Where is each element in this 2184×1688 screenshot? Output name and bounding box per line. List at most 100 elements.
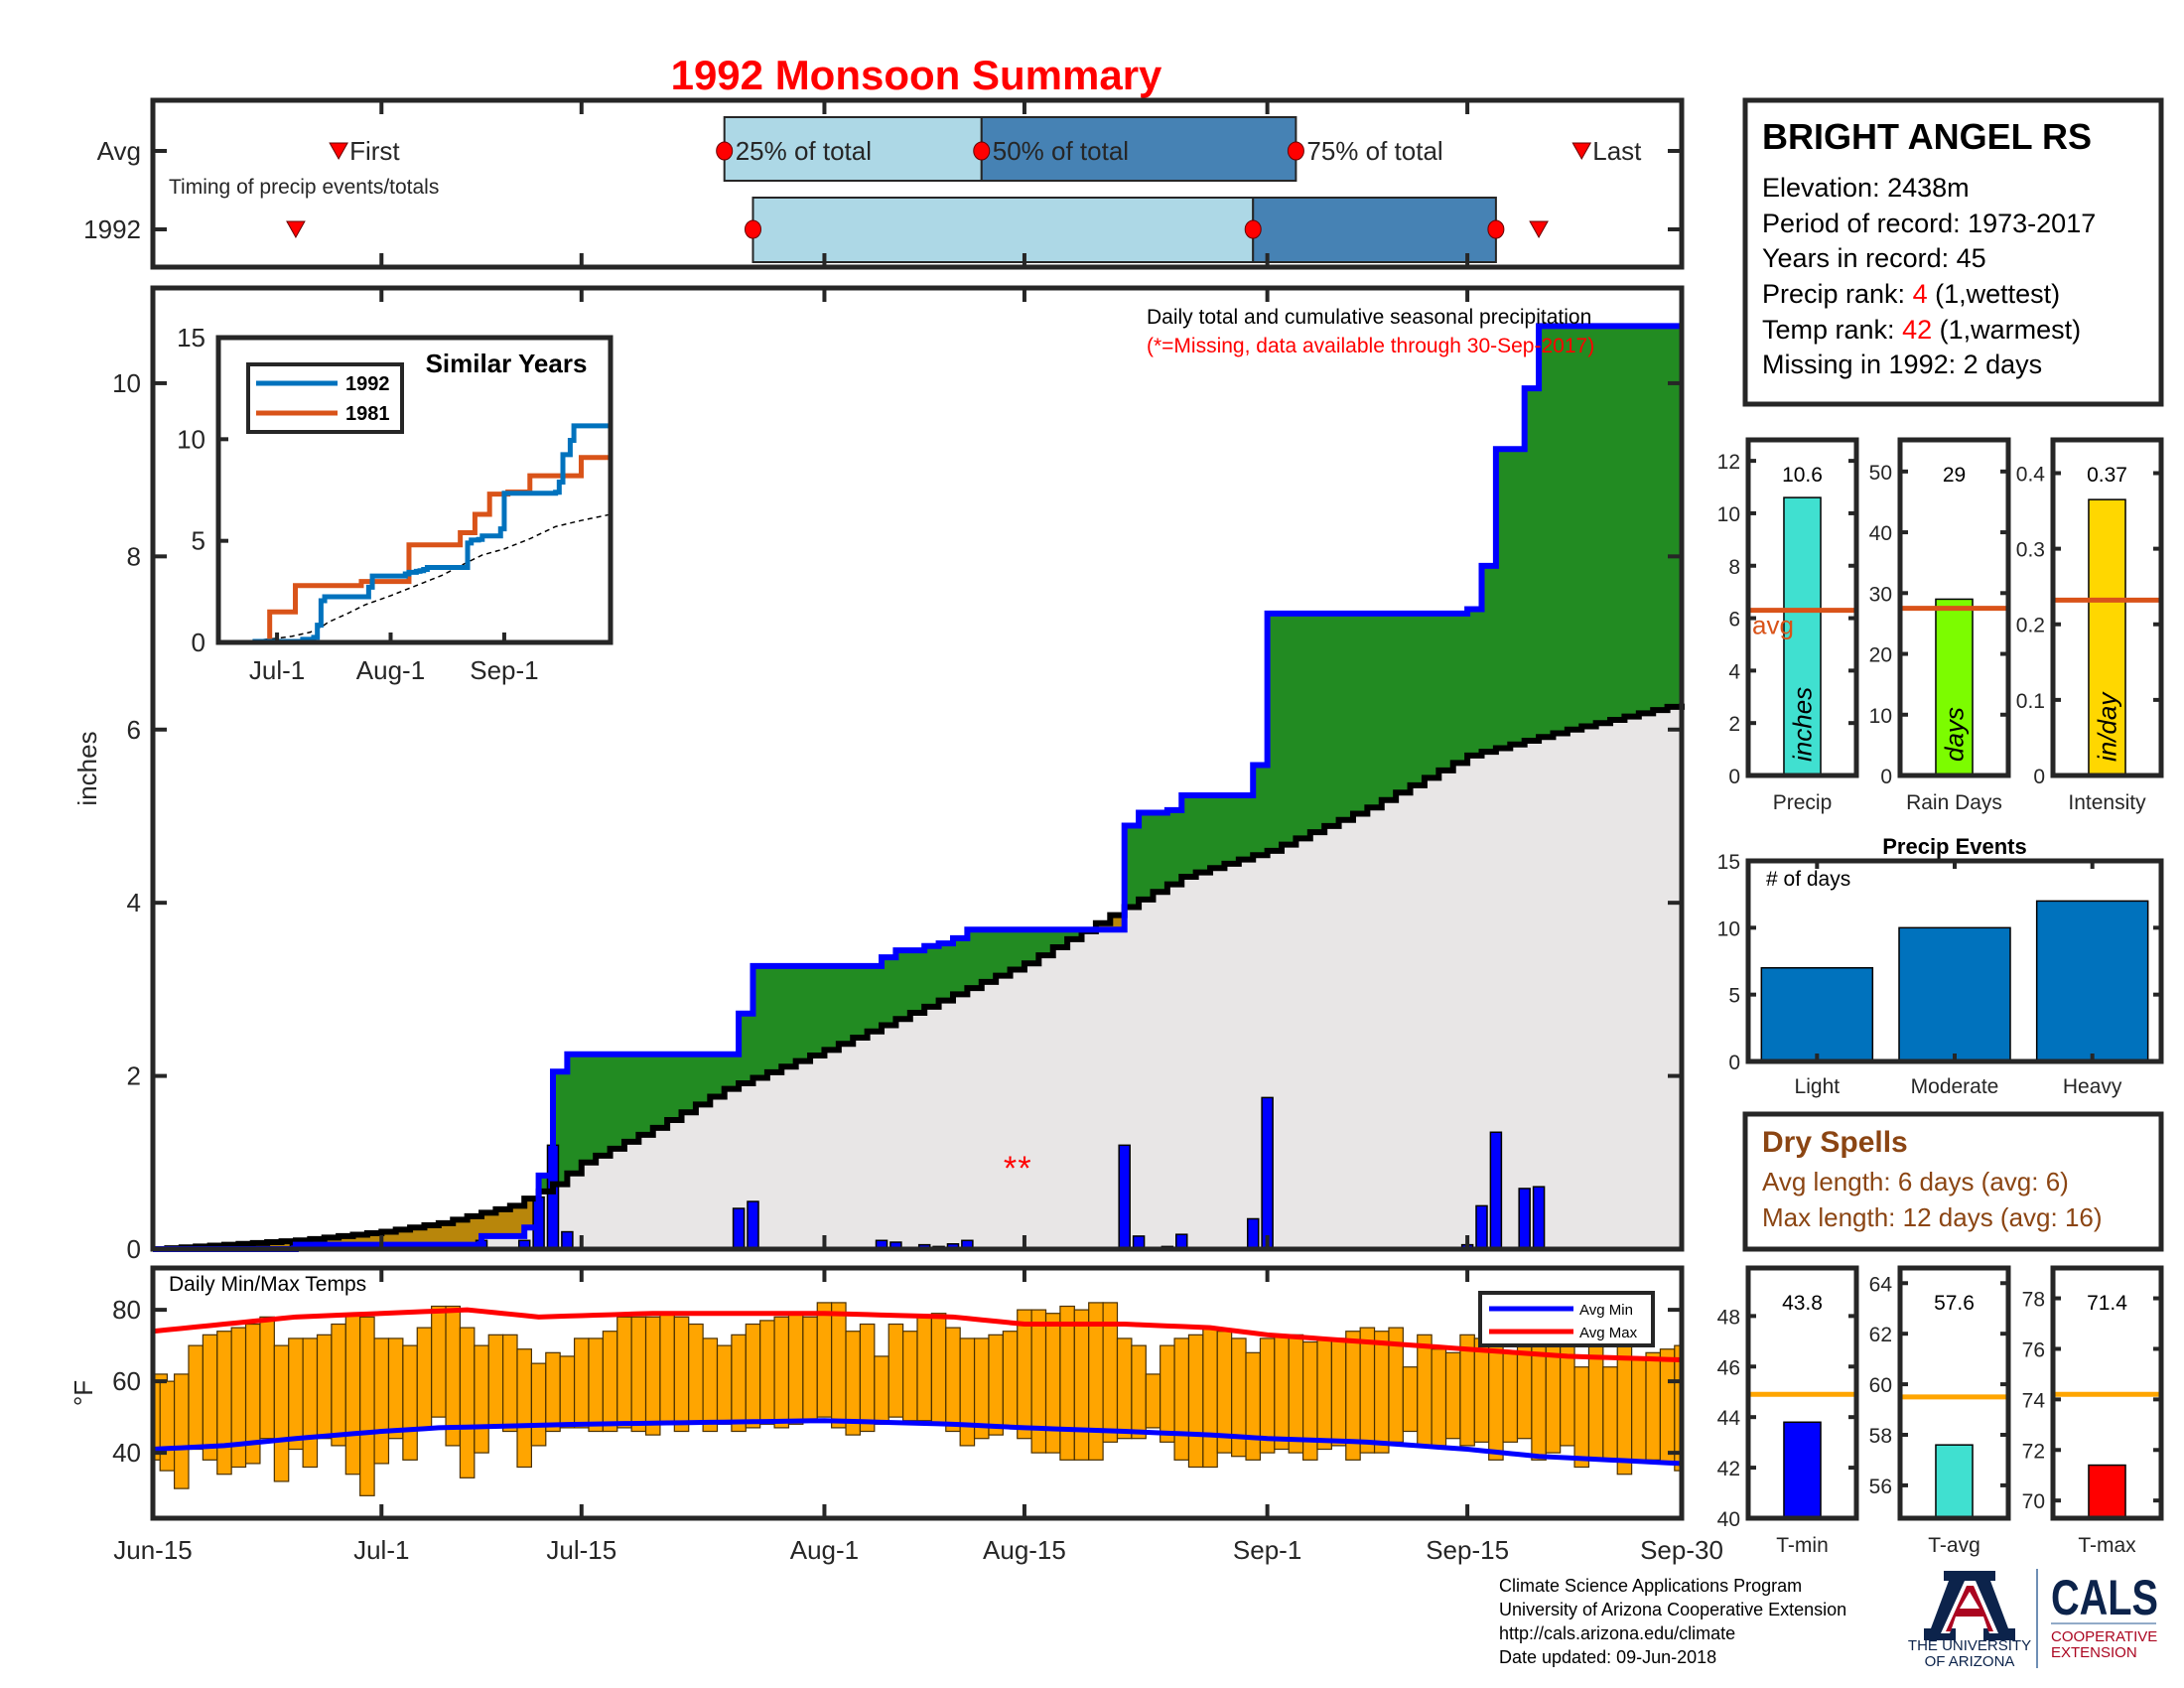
avg-min-line	[152, 1418, 1683, 1467]
daily-temp-bar	[874, 1355, 889, 1425]
precip-event-category: Heavy	[2063, 1075, 2122, 1098]
daily-temp-bar	[288, 1337, 304, 1451]
precip-total-frame	[1745, 437, 1859, 778]
precip-total-value: 10.6	[1782, 464, 1823, 487]
intensity-category-label: Intensity	[2068, 791, 2146, 814]
footer-url[interactable]: http://cals.arizona.edu/climate	[1499, 1623, 1735, 1643]
daily-temp-bar	[1444, 1351, 1461, 1440]
timing-panel-frame	[150, 97, 1685, 270]
y-tick-label: 10	[1869, 705, 1892, 728]
footer-program: Climate Science Applications Program	[1499, 1576, 1802, 1596]
daily-temp-bar	[916, 1316, 932, 1422]
timing-row-label-avg: Avg	[97, 136, 141, 166]
daily-temp-bar	[530, 1362, 547, 1447]
circle-marker-icon	[1487, 219, 1505, 239]
inset-y-tick-label: 0	[192, 628, 205, 657]
y-tick-label: 0.3	[2016, 539, 2045, 562]
y-tick-label: 46	[1717, 1356, 1740, 1379]
t-avg-bar	[1935, 1444, 1974, 1519]
rain-days-value: 29	[1943, 464, 1966, 487]
daily-temp-bar	[945, 1327, 961, 1433]
precip-events-title: Precip Events	[1882, 834, 2027, 859]
daily-temp-bar	[416, 1327, 433, 1429]
missing-data-note: (*=Missing, data available through 30-Se…	[1147, 335, 1594, 357]
daily-temp-bar	[445, 1305, 462, 1447]
daily-temp-bar	[659, 1313, 675, 1425]
y-tick-label: 56	[1869, 1476, 1892, 1498]
y-tick-label: 78	[2022, 1289, 2045, 1312]
x-tick-label: Aug-1	[790, 1535, 859, 1565]
temperature-legend	[1478, 1291, 1655, 1347]
daily-temp-bar	[487, 1334, 504, 1429]
y-tick-label: 15	[1717, 851, 1740, 874]
daily-precip-bar	[1518, 1188, 1531, 1250]
daily-temp-bar	[831, 1302, 847, 1429]
x-tick-label: Jul-15	[546, 1535, 616, 1565]
daily-temp-bar	[1145, 1373, 1161, 1429]
daily-temp-bar	[1330, 1337, 1347, 1447]
daily-temp-bar	[859, 1323, 876, 1433]
daily-temp-bar	[387, 1337, 404, 1440]
t-min-frame	[1745, 1265, 1859, 1521]
footer: Climate Science Applications Program Uni…	[1499, 1576, 1846, 1667]
page-title: 1992 Monsoon Summary	[671, 52, 1162, 98]
block-a-counter	[1960, 1592, 1979, 1609]
temp-rank-label: Temp rank:	[1762, 315, 1902, 345]
daily-temp-bar	[1402, 1366, 1419, 1433]
t-avg-frame	[1897, 1265, 2011, 1521]
avg-dashed-line	[217, 513, 612, 643]
logo-university-line1: THE UNIVERSITY	[1908, 1637, 2031, 1654]
series-1981-line	[218, 455, 611, 645]
y-tick-label: 8	[1728, 556, 1740, 579]
daily-temp-bar	[1030, 1309, 1047, 1454]
intensity-bar	[2088, 498, 2126, 776]
daily-temp-bar	[988, 1334, 1004, 1436]
inset-legend	[246, 362, 404, 434]
daily-temp-bar	[373, 1337, 390, 1465]
temperature-chart-marks: 40 60 80	[112, 1295, 1683, 1496]
triangle-marker-icon	[286, 220, 306, 239]
daily-temp-bar	[602, 1331, 618, 1433]
cumulative-1992-line	[153, 323, 1682, 1252]
rain-days-bar	[1935, 598, 1974, 776]
precip-total-category-label: Precip	[1773, 791, 1833, 814]
y-tick-label: 62	[1869, 1324, 1892, 1346]
inset-x-tick-label: Aug-1	[356, 655, 425, 685]
precip-events-frame	[1745, 858, 2164, 1064]
missing-days: Missing in 1992: 2 days	[1762, 350, 2042, 379]
y-tick-label: 76	[2022, 1338, 2045, 1361]
precip-events-chart: Light Moderate Heavy 0 5 10 15	[1717, 851, 2164, 1098]
rain-days-frame	[1897, 437, 2011, 778]
t-min-category-label: T-min	[1776, 1534, 1829, 1557]
daily-temp-bar	[559, 1355, 576, 1429]
y-tick-label: 0.4	[2016, 463, 2046, 486]
daily-temp-bar	[1431, 1348, 1447, 1447]
daily-temp-bar	[202, 1334, 218, 1461]
avg-max-line	[152, 1307, 1683, 1363]
y-tick-label: 50	[1869, 462, 1892, 485]
daily-temp-bar	[545, 1351, 561, 1433]
rain-days-chart: days 0 10 20 30 40 50 29 Rain Days	[1869, 437, 2011, 814]
timing-caption: Timing of precip events/totals	[169, 176, 439, 199]
precip-total-unit-label: inches	[1788, 687, 1818, 762]
daily-temp-bar	[1373, 1331, 1390, 1454]
y-tick-label: 80	[112, 1295, 141, 1325]
y-tick-label: 0	[1728, 1052, 1740, 1074]
daily-precip-bar	[732, 1207, 746, 1250]
logo-cals: CALS	[2051, 1570, 2158, 1625]
t-max-category-label: T-max	[2078, 1534, 2136, 1557]
daily-temp-bar	[259, 1316, 275, 1440]
daily-precip-bar	[561, 1230, 574, 1250]
daily-temp-bar	[1560, 1334, 1575, 1447]
dry-spells-max-length: Max length: 12 days (avg: 16)	[1762, 1202, 2103, 1232]
inset-title: Similar Years	[426, 349, 588, 378]
y-tick-label: 0	[1880, 766, 1892, 788]
station-period: Period of record: 1973-2017	[1762, 209, 2096, 238]
y-tick-label: 8	[127, 541, 141, 571]
daily-temp-bar	[716, 1344, 733, 1425]
legend-label-1992: 1992	[345, 373, 390, 395]
x-tick-label: Jul-1	[353, 1535, 409, 1565]
circle-marker-icon	[1287, 141, 1304, 161]
intensity-value: 0.37	[2087, 464, 2127, 487]
